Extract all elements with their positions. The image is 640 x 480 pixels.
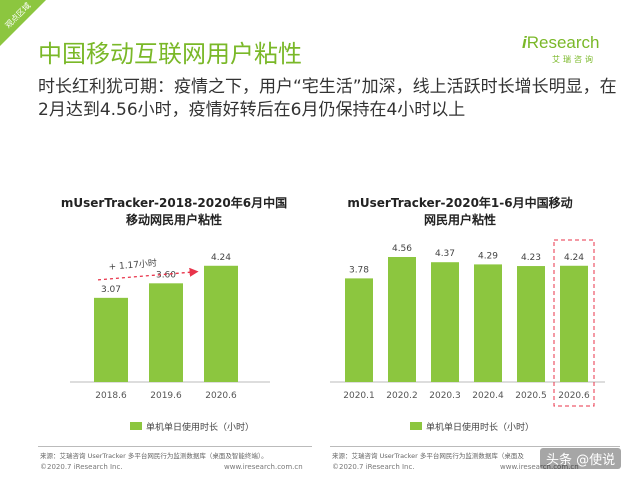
- logo-text: Research: [526, 33, 600, 52]
- chart1-data-label: 4.24: [211, 253, 231, 263]
- chart2-tick-label: 2020.2: [386, 391, 418, 401]
- chart1-legend-swatch: [130, 422, 142, 430]
- chart1-data-label: 3.07: [101, 285, 121, 295]
- chart2-tick-label: 2020.5: [515, 391, 547, 401]
- chart2-data-label: 3.78: [349, 265, 369, 275]
- chart2-legend-label: 单机单日使用时长（小时）: [426, 423, 535, 433]
- footer-url-right: www.iresearch.com.cn: [500, 463, 579, 471]
- chart2-data-label: 4.23: [521, 253, 541, 263]
- chart2-data-label: 4.29: [478, 251, 498, 261]
- growth-arrow: [97, 267, 199, 281]
- footer-rule-left: [38, 446, 312, 447]
- chart2-bar: [474, 264, 502, 382]
- chart2-data-label: 4.24: [564, 253, 584, 263]
- footer-url-left: www.iresearch.com.cn: [224, 463, 303, 471]
- chart2-tick-label: 2020.4: [472, 391, 504, 401]
- chart1-bar: [94, 297, 128, 382]
- page-title: 中国移动互联网用户粘性: [38, 40, 302, 68]
- source-note-right: 来源：艾瑞咨询 UserTracker 多平台网民行为监测数据库（桌面及: [332, 452, 524, 460]
- chart2-title-line1: mUserTracker-2020年1-6月中国移动: [347, 196, 573, 210]
- iresearch-logo: iResearch 艾瑞咨询: [522, 33, 618, 69]
- chart1-tick-label: 2020.6: [205, 391, 237, 401]
- chart2-legend-swatch: [410, 422, 422, 430]
- chart2-title-line2: 网民用户粘性: [423, 213, 496, 227]
- chart2-highlight-box: [553, 239, 595, 407]
- chart2-tick-label: 2020.6: [558, 391, 590, 401]
- chart2-bar: [345, 278, 373, 382]
- chart2-bar: [431, 262, 459, 382]
- chart1-bar: [149, 283, 183, 382]
- chart1-legend-label: 单机单日使用时长（小时）: [146, 423, 255, 433]
- chart1-tick-label: 2018.6: [95, 391, 127, 401]
- source-note-left: 来源：艾瑞咨询 UserTracker 多平台网民行为监测数据库（桌面及智能终端…: [40, 452, 268, 460]
- chart2-bar: [388, 257, 416, 382]
- chart2-bar: [517, 266, 545, 382]
- logo-i: i: [522, 33, 527, 52]
- watermark: 头条 @使说: [540, 448, 622, 469]
- chart2-title: mUserTracker-2020年1-6月中国移动 网民用户粘性: [330, 195, 590, 229]
- chart2-bar: [560, 265, 588, 382]
- headline-text: 时长红利犹可期：疫情之下，用户“宅生活”加深，线上活跃时长增长明显，在2月达到4…: [38, 77, 617, 120]
- footer-copyright-left: ©2020.7 iResearch Inc.: [40, 463, 123, 471]
- footer-rule-right: [330, 446, 620, 447]
- growth-annotation: + 1.17小时: [108, 257, 157, 273]
- chart1-tick-label: 2019.6: [150, 391, 182, 401]
- chart1-title: mUserTracker-2018-2020年6月中国 移动网民用户粘性: [44, 195, 304, 229]
- chart2-tick-label: 2020.3: [429, 391, 461, 401]
- chart1-title-line2: 移动网民用户粘性: [125, 213, 222, 227]
- chart1-data-label: 3.60: [156, 270, 176, 280]
- chart1-bar: [204, 265, 238, 382]
- chart2-tick-label: 2020.1: [343, 391, 375, 401]
- footer-copyright-right: ©2020.7 iResearch Inc.: [332, 463, 415, 471]
- logo-subtext: 艾瑞咨询: [552, 55, 596, 64]
- chart1-title-line1: mUserTracker-2018-2020年6月中国: [60, 196, 288, 210]
- chart2-data-label: 4.56: [392, 244, 412, 254]
- chart2-data-label: 4.37: [435, 249, 455, 259]
- corner-tag: [0, 0, 46, 46]
